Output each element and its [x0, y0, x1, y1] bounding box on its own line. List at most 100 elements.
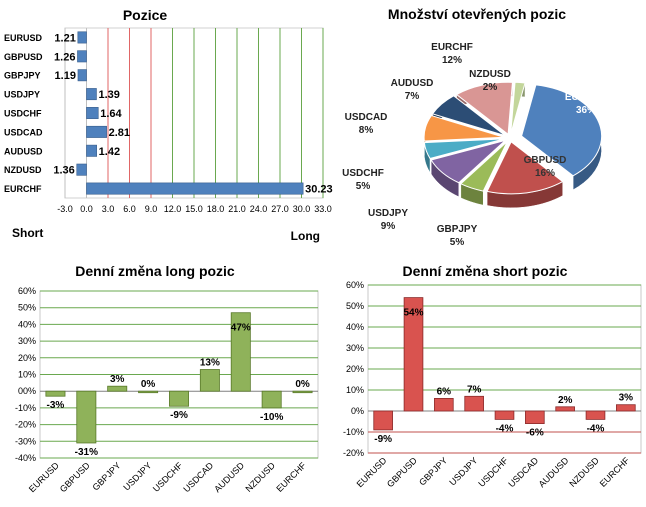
data-label: -31%	[75, 447, 98, 458]
category-label: USDCHF	[4, 109, 42, 119]
slice-percent-label: 36%	[576, 105, 596, 116]
x-tick-label: 24.0	[250, 204, 268, 214]
chart-title: Množství otevřených pozic	[388, 6, 566, 22]
bar	[464, 395, 484, 412]
x-tick-label: 18.0	[207, 204, 225, 214]
daily-short-change-svg: Denní změna short pozic -20% -10% 0% 10% 20% 3…	[343, 263, 642, 489]
bar	[86, 144, 97, 157]
data-label: -9%	[374, 434, 392, 445]
slice-percent-label: 9%	[381, 221, 396, 232]
bar	[199, 369, 220, 392]
bar	[86, 88, 97, 101]
bar	[86, 182, 304, 195]
x-tick-label: 15.0	[185, 204, 203, 214]
slice-label: USDCAD	[345, 112, 388, 123]
slice-percent-label: 8%	[359, 125, 374, 136]
bar	[230, 312, 251, 392]
slice-label: GBPUSD	[524, 155, 567, 166]
y-tick-label: 10%	[346, 385, 364, 395]
x-tick-label: -3.0	[57, 204, 73, 214]
category-label: USDCHF	[151, 460, 185, 494]
y-tick-label: 30%	[18, 336, 36, 346]
pie-slice	[431, 95, 506, 137]
y-tick-label: 40%	[346, 322, 364, 332]
pie-slice	[423, 138, 505, 160]
category-label: NZDUSD	[4, 165, 42, 175]
positions-chart: Pozice -3.0 0.0 3.0 6.0 9.0 12.0 15.0 18.0 21.0 24…	[0, 0, 340, 250]
category-label: EURUSD	[27, 460, 61, 494]
x-tick-label: 33.0	[314, 204, 332, 214]
x-tick-label: 9.0	[145, 204, 158, 214]
chart-title: Denní změna short pozic	[403, 263, 568, 279]
bar	[86, 125, 107, 138]
data-label: -6%	[526, 428, 544, 439]
daily-long-change-svg: Denní změna long pozic -40% -30% -20% -10% 00…	[15, 263, 319, 494]
data-label: 2%	[558, 395, 573, 406]
bar	[76, 390, 97, 444]
data-label: 1.42	[99, 146, 120, 158]
category-label: GBPJPY	[90, 460, 122, 492]
data-label: 1.36	[53, 165, 74, 177]
y-tick-label: -20%	[343, 448, 364, 458]
category-label: USDCHF	[476, 455, 510, 489]
category-label: EURUSD	[355, 455, 389, 489]
category-label: USDJPY	[121, 460, 153, 492]
y-tick-label: -30%	[15, 436, 36, 446]
slice-percent-label: 2%	[483, 82, 498, 93]
data-label: 30.23	[305, 184, 333, 196]
data-label: 1.26	[54, 51, 75, 63]
data-label: 1.21	[54, 32, 75, 44]
data-label: -4%	[587, 423, 605, 434]
y-tick-label: 60%	[346, 280, 364, 290]
category-label: GBPUSD	[58, 460, 92, 494]
pie-slice	[455, 81, 513, 136]
bar	[403, 297, 424, 412]
data-label: 1.64	[100, 108, 122, 120]
category-label: EURCHF	[4, 184, 42, 194]
bar	[86, 107, 99, 119]
y-tick-label: 50%	[18, 303, 36, 313]
data-label: 1.19	[55, 70, 76, 82]
category-label: GBPJPY	[417, 455, 449, 487]
data-label: 0%	[295, 379, 310, 390]
bar	[77, 50, 87, 63]
short-label: Short	[12, 226, 43, 240]
category-label: NZDUSD	[243, 460, 277, 494]
bar	[45, 390, 66, 397]
bar	[616, 404, 636, 412]
y-tick-label: 30%	[346, 343, 364, 353]
category-label: USDJPY	[4, 90, 40, 100]
data-label: 6%	[437, 386, 452, 397]
x-tick-label: 30.0	[293, 204, 311, 214]
pie-slice	[423, 114, 505, 142]
x-tick-label: 27.0	[271, 204, 289, 214]
bar	[292, 390, 313, 394]
data-label: 1.39	[98, 89, 119, 101]
pie-slice	[459, 141, 508, 192]
positions-chart-svg: Pozice -3.0 0.0 3.0 6.0 9.0 12.0 15.0 18.0 21.0 24…	[4, 7, 333, 243]
daily-long-change-chart: Denní změna long pozic -40% -30% -20% -10% 00…	[0, 255, 323, 502]
data-label: 3%	[110, 374, 125, 385]
data-label: -3%	[47, 400, 65, 411]
bar	[76, 163, 87, 176]
slice-label: USDCHF	[342, 168, 384, 179]
slice-label: EURUSD	[565, 92, 607, 103]
data-label: 7%	[467, 384, 482, 395]
y-tick-label: 0%	[351, 406, 364, 416]
slice-percent-label: 7%	[405, 91, 420, 102]
category-label: AUDUSD	[4, 146, 43, 156]
x-tick-label: 6.0	[123, 204, 136, 214]
x-tick-label: 3.0	[102, 204, 115, 214]
long-label: Long	[291, 229, 320, 243]
data-label: -9%	[170, 410, 188, 421]
data-label: 0%	[141, 379, 156, 390]
pie-slice	[510, 81, 526, 135]
chart-title: Pozice	[123, 7, 168, 23]
y-tick-label: 00%	[18, 386, 36, 396]
bar	[585, 410, 606, 420]
open-positions-pie-chart: Množství otevřených pozic EURUSD 36% GBPUSD…	[340, 0, 646, 250]
category-label: AUDUSD	[212, 460, 246, 494]
x-tick-label: 12.0	[164, 204, 182, 214]
category-label: AUDUSD	[537, 455, 571, 489]
data-label: -10%	[260, 412, 283, 423]
